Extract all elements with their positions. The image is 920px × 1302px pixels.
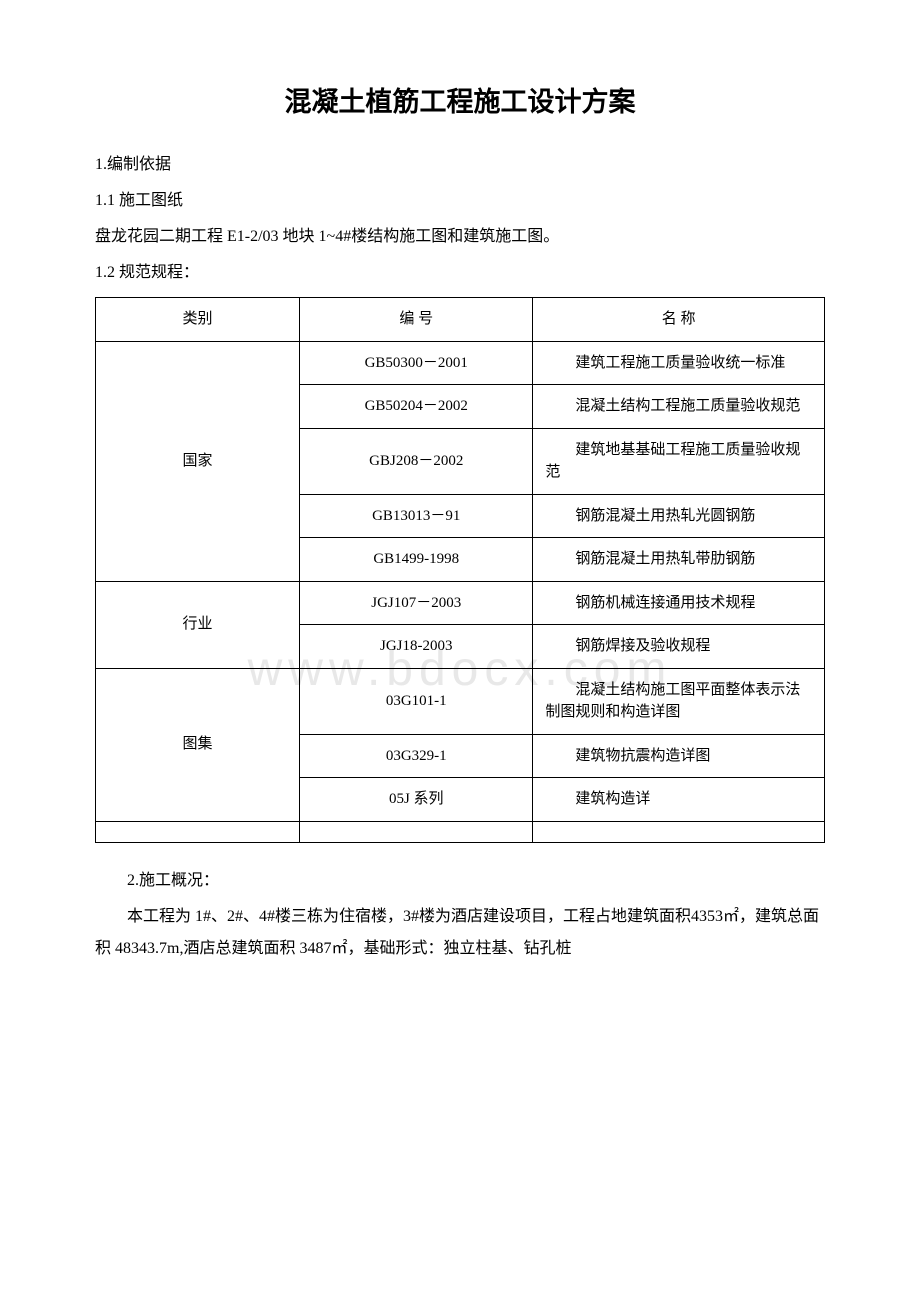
table-row: 图集 03G101-1 混凝土结构施工图平面整体表示法制图规则和构造详图 bbox=[96, 668, 825, 734]
section-1-1-text: 盘龙花园二期工程 E1-2/03 地块 1~4#楼结构施工图和建筑施工图。 bbox=[95, 221, 825, 253]
empty-cell bbox=[96, 821, 300, 842]
code-cell: GB50300－2001 bbox=[300, 341, 533, 385]
section-1-2-heading: 1.2 规范规程： bbox=[95, 257, 825, 289]
name-cell: 钢筋混凝土用热轧带肋钢筋 bbox=[533, 538, 825, 582]
section-1-1-heading: 1.1 施工图纸 bbox=[95, 185, 825, 217]
code-cell: GBJ208－2002 bbox=[300, 428, 533, 494]
empty-cell bbox=[533, 821, 825, 842]
section-1-heading: 1.编制依据 bbox=[95, 149, 825, 181]
document-title: 混凝土植筋工程施工设计方案 bbox=[95, 80, 825, 119]
table-row-empty bbox=[96, 821, 825, 842]
category-atlas: 图集 bbox=[96, 668, 300, 821]
name-cell: 建筑工程施工质量验收统一标准 bbox=[533, 341, 825, 385]
table-row: 国家 GB50300－2001 建筑工程施工质量验收统一标准 bbox=[96, 341, 825, 385]
header-category: 类别 bbox=[96, 298, 300, 342]
name-cell: 混凝土结构施工图平面整体表示法制图规则和构造详图 bbox=[533, 668, 825, 734]
code-cell: GB1499-1998 bbox=[300, 538, 533, 582]
name-cell: 钢筋机械连接通用技术规程 bbox=[533, 581, 825, 625]
table-header-row: 类别 编 号 名 称 bbox=[96, 298, 825, 342]
category-industry: 行业 bbox=[96, 581, 300, 668]
standards-table: 类别 编 号 名 称 国家 GB50300－2001 建筑工程施工质量验收统一标… bbox=[95, 297, 825, 843]
name-cell: 钢筋焊接及验收规程 bbox=[533, 625, 825, 669]
header-name: 名 称 bbox=[533, 298, 825, 342]
code-cell: 03G329-1 bbox=[300, 734, 533, 778]
code-cell: GB50204－2002 bbox=[300, 385, 533, 429]
code-cell: JGJ107－2003 bbox=[300, 581, 533, 625]
category-national: 国家 bbox=[96, 341, 300, 581]
code-cell: 03G101-1 bbox=[300, 668, 533, 734]
name-cell: 建筑构造详 bbox=[533, 778, 825, 822]
section-2-text: 本工程为 1#、2#、4#楼三栋为住宿楼，3#楼为酒店建设项目，工程占地建筑面积… bbox=[95, 901, 825, 965]
header-code: 编 号 bbox=[300, 298, 533, 342]
document-content: www.bdocx.com 混凝土植筋工程施工设计方案 1.编制依据 1.1 施… bbox=[95, 80, 825, 965]
code-cell: 05J 系列 bbox=[300, 778, 533, 822]
code-cell: JGJ18-2003 bbox=[300, 625, 533, 669]
table-row: 行业 JGJ107－2003 钢筋机械连接通用技术规程 bbox=[96, 581, 825, 625]
name-cell: 混凝土结构工程施工质量验收规范 bbox=[533, 385, 825, 429]
name-cell: 钢筋混凝土用热轧光圆钢筋 bbox=[533, 494, 825, 538]
section-2-heading: 2.施工概况： bbox=[95, 865, 825, 897]
name-cell: 建筑物抗震构造详图 bbox=[533, 734, 825, 778]
empty-cell bbox=[300, 821, 533, 842]
name-cell: 建筑地基基础工程施工质量验收规范 bbox=[533, 428, 825, 494]
code-cell: GB13013－91 bbox=[300, 494, 533, 538]
